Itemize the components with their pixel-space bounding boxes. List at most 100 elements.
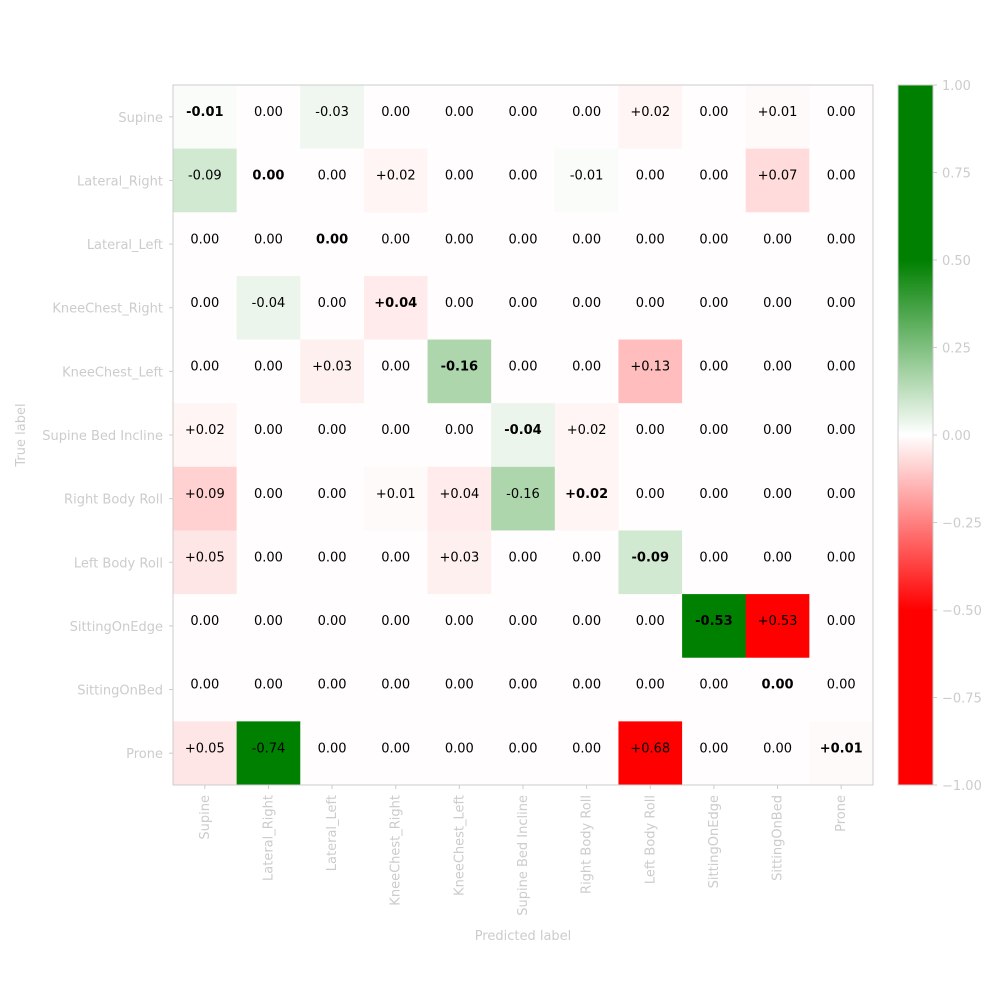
heatmap-cell	[427, 594, 492, 659]
heatmap-cell	[427, 530, 492, 595]
heatmap-cell	[173, 212, 238, 277]
cell-value-label: 0.00	[572, 550, 601, 565]
heatmap-cell	[554, 339, 619, 404]
x-tick-label: KneeChest_Left	[452, 795, 467, 896]
cell-value-label: 0.00	[762, 678, 794, 693]
cell-value-label: +0.02	[565, 487, 608, 502]
heatmap-cell	[809, 85, 874, 150]
x-tick-labels: Supine Lateral_Right Lateral_Left KneeChest…	[198, 785, 849, 916]
x-tick-label: Left Body Roll	[643, 795, 658, 884]
cell-value-label: 0.00	[699, 105, 728, 120]
cell-value-label: 0.00	[699, 232, 728, 247]
heatmap-cell	[618, 148, 683, 213]
heatmap-cell	[745, 530, 810, 595]
heatmap-cell	[236, 466, 301, 531]
heatmap-cell	[427, 721, 492, 786]
cell-value-label: -0.53	[695, 614, 732, 629]
heatmap-cell	[618, 466, 683, 531]
cell-value-label: 0.00	[381, 550, 410, 565]
heatmap-cell	[618, 85, 683, 150]
cell-value-label: 0.00	[445, 423, 474, 438]
cell-value-label: 0.00	[827, 423, 856, 438]
heatmap-cell	[491, 466, 556, 531]
heatmap-cell	[491, 85, 556, 150]
cell-value-label: 0.00	[572, 741, 601, 756]
cell-value-label: 0.00	[763, 741, 792, 756]
cell-value-label: +0.02	[376, 169, 416, 184]
heatmap-cell	[809, 148, 874, 213]
heatmap-cell	[745, 403, 810, 468]
heatmap-cell	[491, 657, 556, 722]
heatmap-cell	[745, 721, 810, 786]
heatmap-cell	[363, 657, 429, 722]
heatmap-cell	[363, 721, 429, 786]
heatmap-cell	[618, 594, 683, 659]
heatmap-cell	[236, 339, 301, 404]
cell-value-label: 0.00	[763, 487, 792, 502]
cell-value-label: 0.00	[636, 296, 665, 311]
cell-value-label: +0.05	[185, 550, 225, 565]
cell-value-label: 0.00	[445, 614, 474, 629]
heatmap-cell	[173, 339, 238, 404]
cell-value-label: 0.00	[827, 232, 856, 247]
cell-value-label: 0.00	[509, 296, 538, 311]
heatmap-cell	[173, 594, 238, 659]
heatmap-cell	[236, 594, 301, 659]
heatmap-cell	[363, 85, 429, 150]
colorbar-tick-label: 1.00	[942, 79, 971, 94]
cell-value-label: +0.04	[374, 296, 417, 311]
heatmap-cell	[300, 339, 365, 404]
cell-value-label: -0.01	[186, 105, 223, 120]
y-tick-label: Left Body Roll	[74, 556, 163, 571]
x-tick-label: SittingOnEdge	[707, 795, 722, 888]
cell-value-label: 0.00	[763, 550, 792, 565]
x-tick-label: Lateral_Right	[261, 795, 276, 881]
heatmap-cell	[809, 212, 874, 277]
heatmap-cell	[427, 466, 492, 531]
cell-value-label: 0.00	[572, 232, 601, 247]
heatmap-cell	[173, 466, 238, 531]
heatmap-cell	[300, 85, 365, 150]
heatmap-cell	[618, 530, 683, 595]
heatmap-cell	[554, 594, 619, 659]
cell-value-label: 0.00	[827, 487, 856, 502]
heatmap-cell	[300, 403, 365, 468]
heatmap-cell	[745, 466, 810, 531]
colorbar-tick-label: −0.25	[942, 517, 982, 532]
heatmap-cell	[682, 721, 747, 786]
cell-value-label: 0.00	[254, 678, 283, 693]
heatmap-cell	[427, 657, 492, 722]
cell-value-label: 0.00	[827, 169, 856, 184]
cell-value-label: 0.00	[699, 169, 728, 184]
heatmap-cell	[491, 212, 556, 277]
cell-value-label: 0.00	[445, 741, 474, 756]
cell-value-label: 0.00	[636, 678, 665, 693]
heatmap-cell	[745, 212, 810, 277]
cell-value-label: +0.53	[758, 614, 798, 629]
cell-value-label: 0.00	[827, 678, 856, 693]
heatmap-cell	[682, 148, 747, 213]
cell-value-label: 0.00	[254, 614, 283, 629]
heatmap-cell	[363, 466, 429, 531]
cell-value-label: -0.16	[506, 487, 540, 502]
y-tick-label: SittingOnEdge	[70, 620, 163, 635]
x-axis-title: Predicted label	[475, 929, 572, 944]
heatmap-cell	[745, 275, 810, 341]
cell-value-label: -0.16	[441, 360, 478, 375]
heatmap-cell	[363, 530, 429, 595]
y-tick-label: Supine	[118, 111, 163, 126]
x-tick-label: Supine	[198, 795, 213, 840]
heatmap-cell	[173, 275, 238, 341]
heatmap-cell	[236, 657, 301, 722]
heatmap-cell	[300, 657, 365, 722]
cell-value-label: 0.00	[318, 550, 347, 565]
x-tick-label: Lateral_Left	[325, 795, 340, 871]
cell-value-label: 0.00	[763, 296, 792, 311]
cell-value-label: 0.00	[316, 232, 348, 247]
heatmap-cell	[682, 339, 747, 404]
cell-value-label: 0.00	[763, 423, 792, 438]
heatmap-cell	[809, 339, 874, 404]
heatmap-cell	[682, 275, 747, 341]
x-tick-label: Prone	[834, 795, 849, 832]
cell-value-label: 0.00	[572, 678, 601, 693]
